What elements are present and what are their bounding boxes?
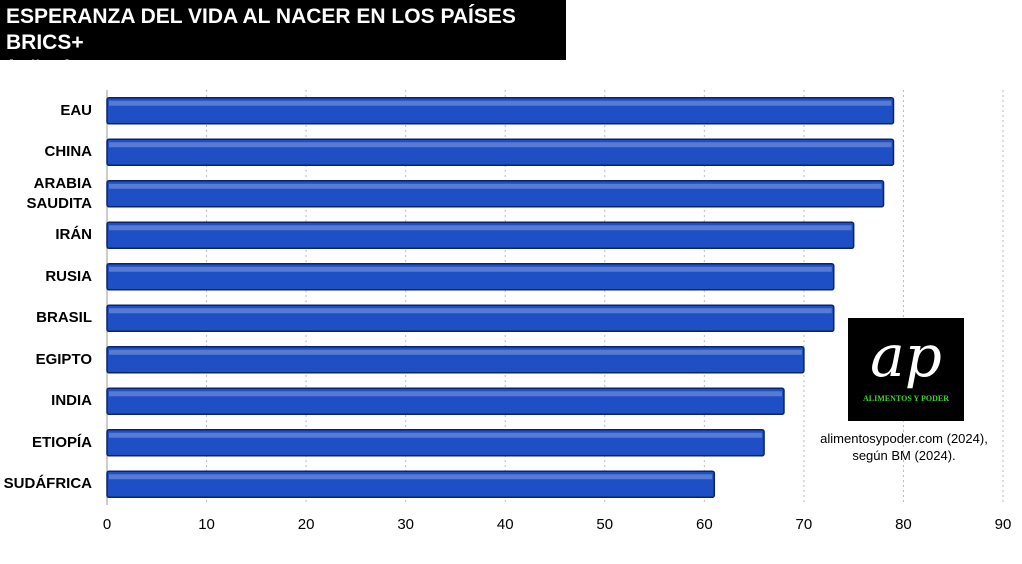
y-tick-label: CHINA [44,143,93,161]
bar-shine [109,474,713,480]
source-line: según BM (2024). [852,448,956,463]
bar [106,221,855,249]
x-tick-label: 20 [298,516,315,533]
x-tick-label: 0 [103,516,111,533]
bar [106,180,885,208]
chart-subtitle: (Años) [6,57,73,80]
chart-title: ESPERANZA DEL VIDA AL NACER EN LOS PAÍSE… [6,5,516,54]
bar-shine [109,183,882,189]
bar-shine [109,100,892,106]
y-tick-label: ETIOPÍA [31,433,92,451]
x-tick-label: 70 [796,516,813,533]
x-tick-label: 80 [895,516,912,533]
bar [106,429,765,457]
x-tick-label: 60 [696,516,713,533]
bar-shine [109,349,802,355]
bar-shine [109,432,763,438]
bar [106,387,785,415]
y-tick-label: EAU [60,101,92,119]
y-tick-label: IRÁN [55,226,92,244]
bar-shine [109,308,832,314]
bar-shine [109,266,832,272]
bar [106,304,835,332]
logo: ap ALIMENTOS Y PODER [848,318,964,421]
bar [106,470,716,498]
x-tick-label: 30 [397,516,414,533]
bar-shine [109,391,782,397]
x-tick-label: 90 [995,516,1012,533]
x-tick-label: 10 [198,516,215,533]
source-line: alimentosypoder.com (2024), [820,431,988,446]
bar [106,346,805,374]
bar [106,138,895,166]
logo-name: ALIMENTOS Y PODER [863,394,949,403]
x-tick-label: 40 [497,516,514,533]
y-tick-label: RUSIA [45,267,92,285]
bar [106,97,895,125]
y-tick-label: SUDÁFRICA [3,475,92,493]
bar-shine [109,142,892,148]
x-tick-label: 50 [596,516,613,533]
bar [106,263,835,291]
y-tick-label: INDIA [51,392,92,410]
title-box: ESPERANZA DEL VIDA AL NACER EN LOS PAÍSE… [0,0,566,80]
source: alimentosypoder.com (2024), según BM (20… [806,430,1002,464]
bar-shine [109,225,852,231]
y-tick-label: ARABIA SAUDITA [26,174,92,212]
logo-mark: ap [870,322,942,390]
y-tick-label: BRASIL [36,309,92,327]
y-tick-label: EGIPTO [35,350,92,368]
